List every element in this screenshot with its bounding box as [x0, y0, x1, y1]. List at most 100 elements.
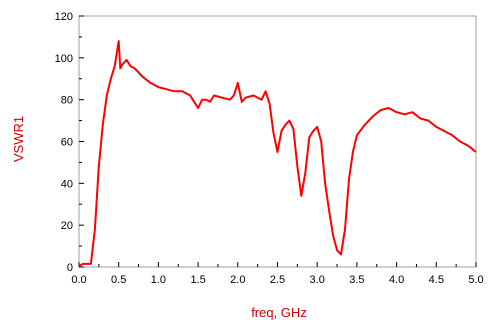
data-point [344, 229, 346, 231]
data-point [281, 130, 283, 132]
data-point [110, 78, 112, 80]
x-axis-title: freq, GHz [251, 305, 307, 320]
data-point [475, 151, 477, 153]
data-point [428, 120, 430, 122]
y-tick-label: 60 [61, 137, 73, 149]
data-point [209, 101, 211, 103]
data-point [436, 126, 438, 128]
y-axis: 0 20 40 60 80 100 120 [55, 11, 84, 274]
data-point [98, 166, 100, 168]
data-point [277, 151, 279, 153]
data-point [213, 95, 215, 97]
data-point [328, 210, 330, 212]
data-point [273, 132, 275, 134]
y-axis-title: VSWR1 [11, 116, 26, 162]
data-point [364, 124, 366, 126]
data-point [138, 72, 140, 74]
data-point [261, 99, 263, 101]
data-point [130, 65, 132, 67]
data-point [118, 40, 120, 42]
x-tick-label: 2.0 [230, 274, 245, 286]
data-point [229, 99, 231, 101]
data-point [324, 183, 326, 185]
data-point [459, 141, 461, 143]
data-point [443, 130, 445, 132]
x-tick-label: 2.5 [270, 274, 285, 286]
data-point [316, 126, 318, 128]
data-point [352, 151, 354, 153]
y-tick-label: 0 [67, 262, 73, 274]
data-point [201, 99, 203, 101]
data-point [265, 91, 267, 93]
x-tick-label: 1.5 [190, 274, 205, 286]
data-point [356, 134, 358, 136]
x-tick-label: 3.0 [310, 274, 325, 286]
data-point [94, 229, 96, 231]
data-point [197, 107, 199, 109]
series-layer [78, 40, 477, 267]
data-point [142, 76, 144, 78]
data-point [173, 91, 175, 93]
x-tick-label: 3.5 [349, 274, 364, 286]
data-point [82, 263, 84, 265]
data-point [134, 67, 136, 69]
data-point [78, 265, 80, 267]
y-tick-label: 100 [55, 53, 73, 65]
data-point [90, 263, 92, 265]
data-point [189, 95, 191, 97]
plot-border [78, 15, 477, 268]
data-point [304, 172, 306, 174]
data-point [158, 86, 160, 88]
data-point [106, 95, 108, 97]
data-point [312, 130, 314, 132]
data-point [237, 82, 239, 84]
data-point [372, 116, 374, 118]
x-tick-label: 4.5 [429, 274, 444, 286]
data-point [119, 67, 121, 69]
data-point [320, 141, 322, 143]
data-point [114, 65, 116, 67]
data-point [181, 91, 183, 93]
data-point [336, 249, 338, 251]
data-point [451, 134, 453, 136]
data-point [245, 97, 247, 99]
data-point [285, 124, 287, 126]
data-point [396, 111, 398, 113]
x-axis: 0.0 0.5 1.0 1.5 2.0 2.5 3.0 3.5 4.0 4.5 5.0 [71, 262, 484, 286]
x-tick-label: 0.5 [111, 274, 126, 286]
y-tick-label: 20 [61, 220, 73, 232]
data-point [221, 97, 223, 99]
y-tick-label: 40 [61, 178, 73, 190]
x-tick-label: 4.0 [389, 274, 404, 286]
data-point [289, 120, 291, 122]
data-point [102, 124, 104, 126]
data-point [332, 235, 334, 237]
data-point [420, 118, 422, 120]
data-point [467, 145, 469, 147]
plot-area [78, 15, 477, 268]
data-point [269, 103, 271, 105]
y-tick-label: 120 [55, 11, 73, 23]
data-point [241, 101, 243, 103]
data-point [233, 95, 235, 97]
data-point [388, 107, 390, 109]
data-point [301, 195, 303, 197]
data-point [308, 137, 310, 139]
data-point [205, 99, 207, 101]
data-point [293, 128, 295, 130]
x-tick-label: 5.0 [468, 274, 483, 286]
data-point [122, 63, 124, 65]
series-line-vswr1 [78, 40, 477, 267]
y-tick-label: 80 [61, 95, 73, 107]
data-point [150, 82, 152, 84]
data-point [126, 59, 128, 61]
data-point [86, 263, 88, 265]
data-point [253, 95, 255, 97]
x-tick-label: 0.0 [71, 274, 86, 286]
x-tick-label: 1.0 [151, 274, 166, 286]
data-point [340, 254, 342, 256]
data-point [193, 101, 195, 103]
data-point [380, 109, 382, 111]
data-point [166, 88, 168, 90]
